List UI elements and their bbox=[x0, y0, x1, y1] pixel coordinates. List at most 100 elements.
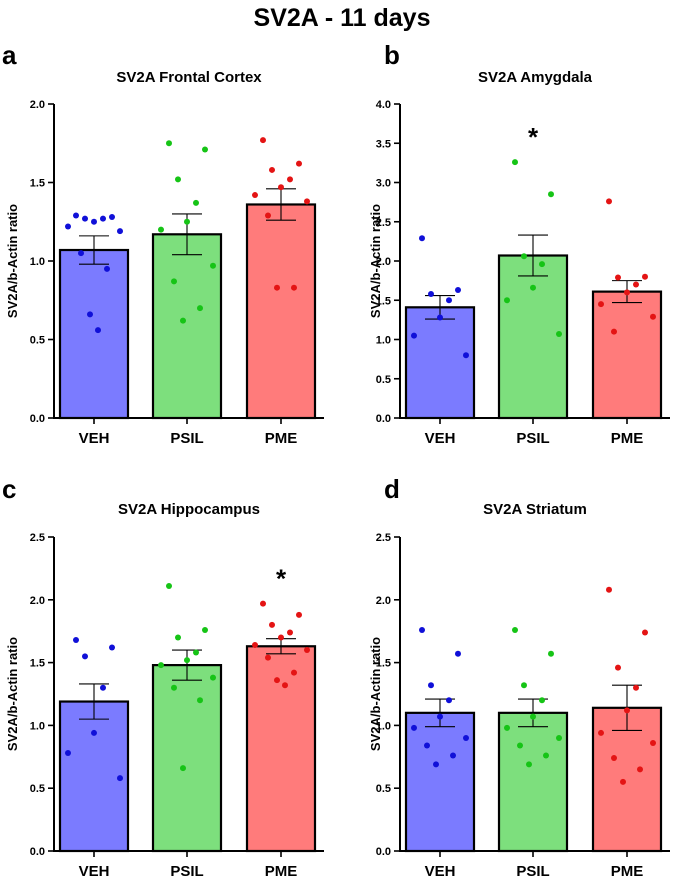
bar-veh bbox=[404, 306, 476, 420]
x-tick-label-veh: VEH bbox=[79, 863, 110, 879]
y-tick-label: 1.5 bbox=[376, 295, 391, 307]
bar-psil bbox=[151, 664, 223, 853]
chart-panel-c: c SV2A Hippocampus SV2A/b-Actin ratio * 0.0 0… bbox=[2, 474, 324, 879]
x-tick-label-pme: PME bbox=[611, 863, 644, 879]
data-point-psil bbox=[210, 674, 216, 681]
data-point-veh bbox=[82, 653, 88, 660]
data-point-pme bbox=[611, 328, 617, 335]
y-axis-label: SV2A/b-Actin ratio bbox=[5, 637, 20, 751]
data-point-psil bbox=[193, 199, 199, 206]
data-point-pme bbox=[287, 176, 293, 183]
data-point-veh bbox=[463, 734, 469, 741]
data-point-veh bbox=[428, 290, 434, 297]
data-point-pme bbox=[269, 166, 275, 173]
panel-title: SV2A Hippocampus bbox=[118, 501, 260, 518]
x-tick-label-psil: PSIL bbox=[516, 863, 549, 879]
x-tick-label-veh: VEH bbox=[425, 863, 456, 879]
data-point-pme bbox=[282, 682, 288, 689]
data-point-pme bbox=[274, 677, 280, 684]
data-point-psil bbox=[158, 662, 164, 669]
bar-pme bbox=[245, 645, 317, 853]
data-point-veh bbox=[82, 215, 88, 222]
data-point-veh bbox=[91, 218, 97, 225]
data-point-psil bbox=[512, 159, 518, 166]
data-point-psil bbox=[166, 140, 172, 147]
data-point-pme bbox=[296, 160, 302, 167]
data-point-pme bbox=[624, 289, 630, 296]
y-tick-label: 0.0 bbox=[376, 846, 391, 858]
data-point-pme bbox=[642, 273, 648, 280]
y-tick-label: 1.0 bbox=[376, 720, 391, 732]
data-point-pme bbox=[304, 198, 310, 205]
data-point-veh bbox=[87, 311, 93, 318]
y-tick-label: 1.5 bbox=[30, 658, 45, 670]
significance-marker-pme: * bbox=[276, 564, 287, 594]
y-tick-label: 2.5 bbox=[376, 532, 391, 544]
data-point-psil bbox=[504, 297, 510, 304]
data-point-pme bbox=[265, 212, 271, 219]
data-point-psil bbox=[180, 765, 186, 772]
data-point-veh bbox=[437, 713, 443, 720]
panel-letter: d bbox=[384, 474, 400, 504]
bar-pme bbox=[245, 203, 317, 420]
bar-psil bbox=[497, 254, 569, 420]
data-point-psil bbox=[548, 650, 554, 657]
y-tick-label: 0.5 bbox=[30, 335, 45, 347]
data-point-psil bbox=[193, 649, 199, 656]
bar-psil bbox=[151, 233, 223, 420]
data-point-veh bbox=[104, 265, 110, 272]
data-point-pme bbox=[615, 664, 621, 671]
x-tick-label-psil: PSIL bbox=[516, 430, 549, 447]
data-point-psil bbox=[556, 734, 562, 741]
data-point-pme bbox=[265, 654, 271, 661]
y-tick-label: 2.0 bbox=[376, 256, 391, 268]
chart-panel-d: d SV2A Striatum SV2A/b-Actin ratio 0.0 0.5 1.… bbox=[368, 474, 670, 879]
data-point-veh bbox=[100, 684, 106, 691]
data-point-pme bbox=[278, 184, 284, 191]
data-point-psil bbox=[180, 317, 186, 324]
significance-marker-psil: * bbox=[528, 122, 539, 152]
data-point-psil bbox=[197, 697, 203, 704]
data-point-pme bbox=[650, 739, 656, 746]
y-tick-label: 0.0 bbox=[30, 413, 45, 425]
data-point-pme bbox=[637, 766, 643, 773]
panel-letter: b bbox=[384, 40, 400, 70]
data-point-pme bbox=[611, 755, 617, 762]
panel-letter: c bbox=[2, 474, 16, 504]
data-point-psil bbox=[171, 684, 177, 691]
x-tick-label-pme: PME bbox=[611, 430, 644, 447]
data-point-veh bbox=[419, 626, 425, 633]
data-point-pme bbox=[260, 137, 266, 144]
data-point-pme bbox=[260, 600, 266, 607]
data-point-veh bbox=[455, 650, 461, 657]
data-point-pme bbox=[291, 669, 297, 676]
data-point-veh bbox=[433, 761, 439, 768]
data-point-psil bbox=[517, 742, 523, 749]
y-tick-label: 0.0 bbox=[376, 413, 391, 425]
data-point-pme bbox=[278, 634, 284, 641]
y-tick-label: 4.0 bbox=[376, 99, 391, 111]
y-tick-label: 1.5 bbox=[376, 658, 391, 670]
panel-title: SV2A Amygdala bbox=[478, 69, 593, 86]
data-point-veh bbox=[117, 775, 123, 782]
bar-veh bbox=[58, 700, 130, 853]
data-point-pme bbox=[620, 778, 626, 785]
data-point-pme bbox=[598, 301, 604, 308]
y-axis-label: SV2A/b-Actin ratio bbox=[368, 204, 383, 318]
x-tick-label-veh: VEH bbox=[425, 430, 456, 447]
bar-pme bbox=[591, 706, 663, 853]
data-point-veh bbox=[65, 750, 71, 757]
data-point-veh bbox=[78, 250, 84, 257]
data-point-psil bbox=[158, 226, 164, 233]
data-point-psil bbox=[526, 761, 532, 768]
bar-psil bbox=[497, 711, 569, 853]
data-point-psil bbox=[202, 626, 208, 633]
x-tick-label-veh: VEH bbox=[79, 430, 110, 447]
data-point-pme bbox=[252, 192, 258, 199]
x-tick-label-pme: PME bbox=[265, 430, 298, 447]
y-tick-label: 1.0 bbox=[376, 335, 391, 347]
data-point-veh bbox=[446, 697, 452, 704]
y-tick-label: 3.0 bbox=[376, 178, 391, 190]
data-point-veh bbox=[109, 644, 115, 651]
